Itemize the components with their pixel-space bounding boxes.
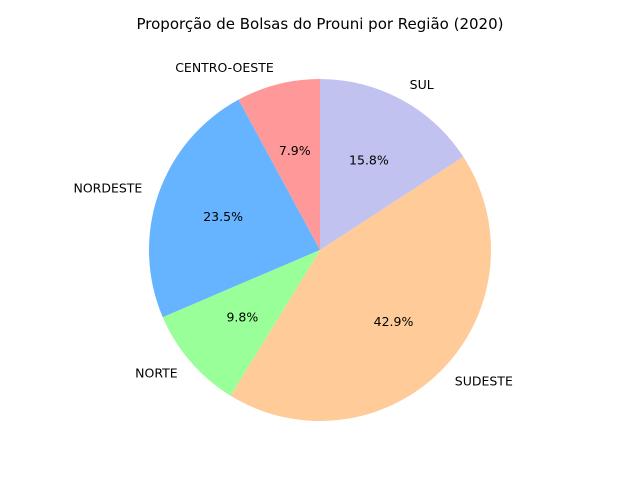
- pie-labels: CENTRO-OESTE 7.9% NORDESTE 23.5% NORTE 9.8% SU…: [73, 60, 512, 389]
- slice-value-centro-oeste: 7.9%: [279, 143, 311, 158]
- chart-title: Proporção de Bolsas do Prouni por Região…: [137, 15, 504, 33]
- pie-slice-centro-oeste: [238, 79, 320, 250]
- pie-slices: [148, 79, 491, 421]
- slice-label-sudeste: SUDESTE: [455, 374, 513, 389]
- pie-slice-nordeste: [148, 99, 320, 318]
- slice-value-nordeste: 23.5%: [203, 209, 243, 224]
- slice-value-sul: 15.8%: [349, 152, 389, 167]
- slice-value-norte: 9.8%: [226, 310, 258, 325]
- slice-label-sul: SUL: [410, 77, 434, 92]
- slice-label-centro-oeste: CENTRO-OESTE: [175, 60, 274, 75]
- slice-label-norte: NORTE: [135, 365, 178, 380]
- slice-label-nordeste: NORDESTE: [73, 181, 142, 196]
- pie-slice-norte: [162, 250, 320, 396]
- pie-slice-sudeste: [230, 156, 491, 421]
- slice-value-sudeste: 42.9%: [374, 314, 414, 329]
- pie-slice-sul: [320, 79, 464, 250]
